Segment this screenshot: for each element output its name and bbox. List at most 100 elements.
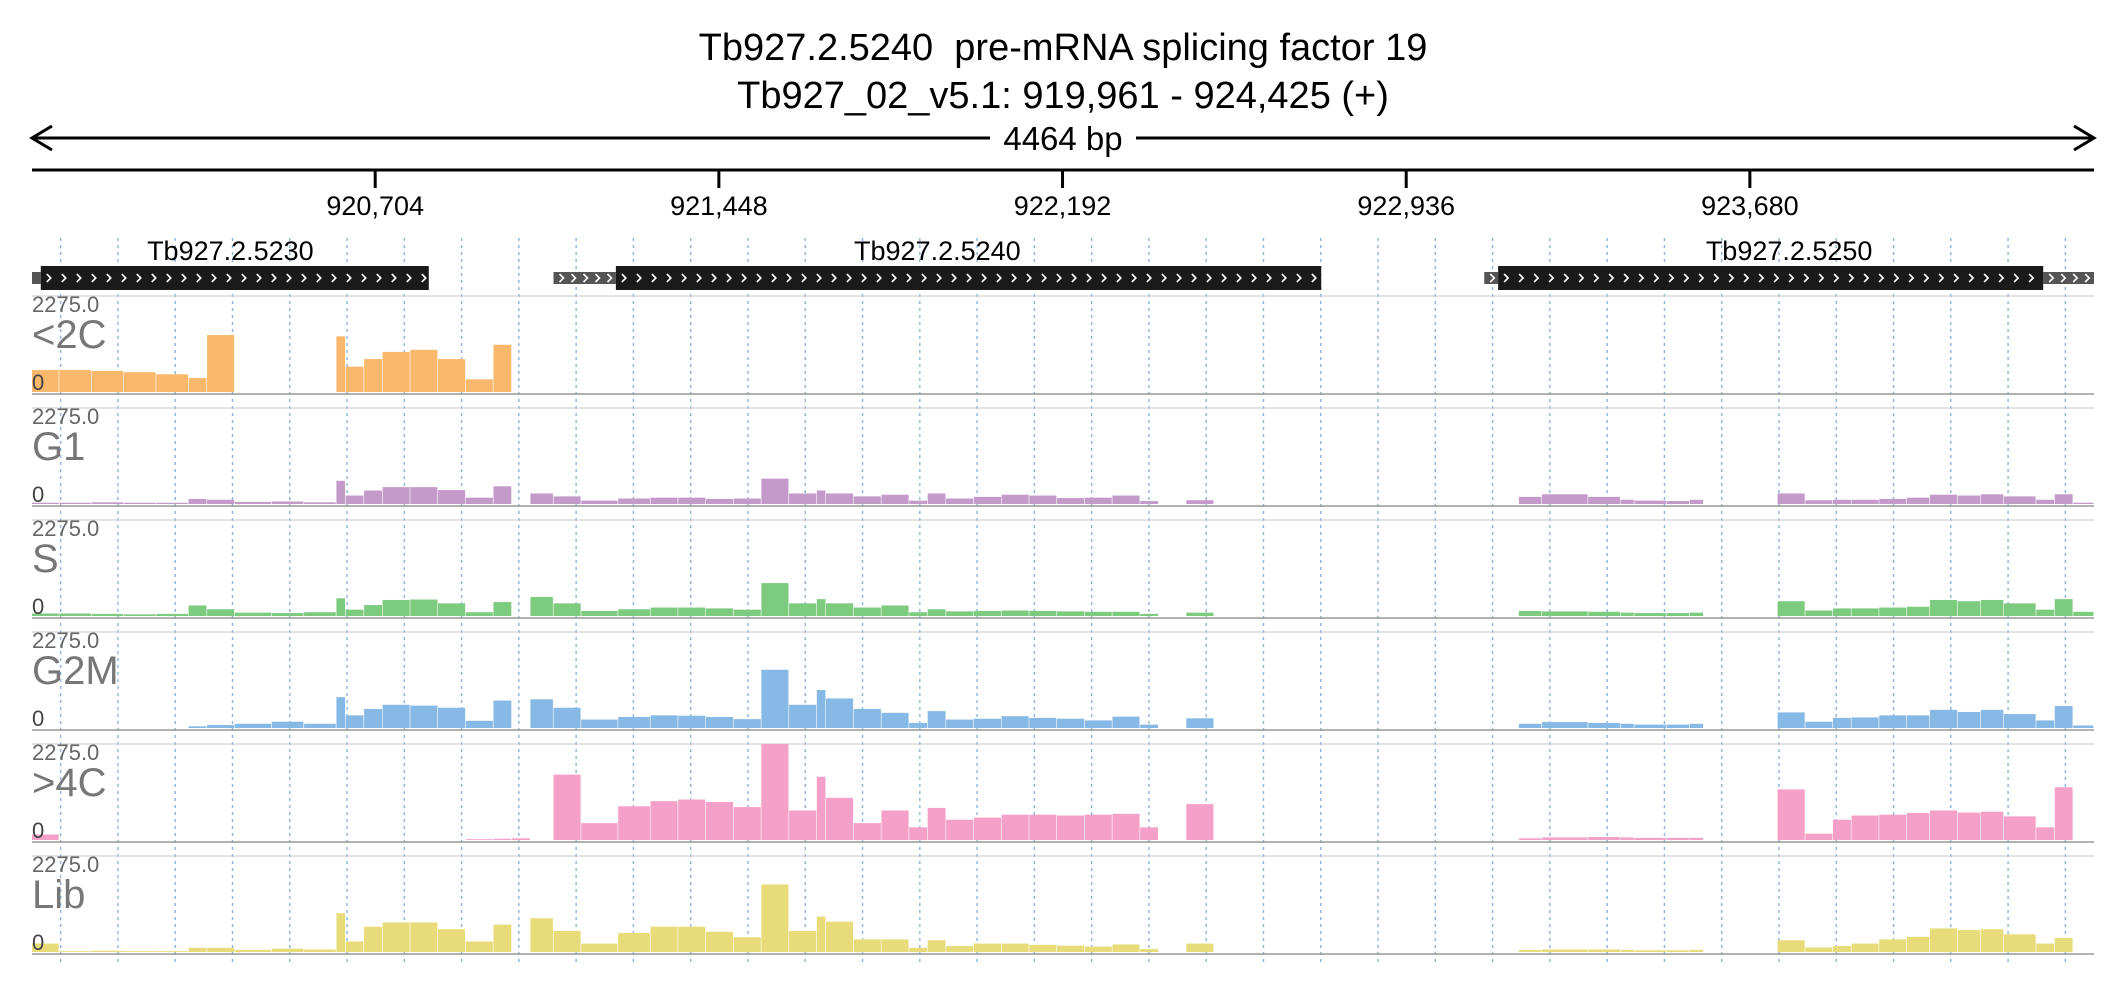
strand-arrow	[151, 273, 157, 283]
coverage-bar	[1084, 497, 1112, 504]
coverage-track: 2275.0 0 Lib	[32, 852, 2094, 955]
coverage-bar	[1980, 811, 2004, 840]
coverage-bar	[761, 478, 789, 504]
coverage-bar	[553, 707, 581, 728]
span-arrow-left-head	[29, 124, 53, 152]
gene-cds	[40, 266, 429, 290]
coverage-bar	[1833, 717, 1851, 728]
coverage-bar	[1906, 715, 1930, 728]
coverage-bar	[1112, 495, 1140, 504]
coverage-bar	[207, 725, 235, 728]
coverage-bar	[1906, 497, 1930, 504]
coverage-bar	[1112, 813, 1140, 840]
strand-arrow	[286, 273, 292, 283]
strand-arrow	[726, 273, 732, 283]
track-label: <2C	[32, 313, 107, 357]
strand-arrow	[106, 273, 112, 283]
coverage-bar	[853, 496, 881, 504]
coverage-bar	[733, 609, 761, 616]
coverage-bar	[1634, 950, 1667, 952]
track-ymax-label: 2275.0	[32, 740, 99, 765]
coverage-bar	[909, 947, 928, 952]
strand-arrow	[681, 273, 687, 283]
strand-arrow	[1086, 273, 1092, 283]
coverage-bar	[1001, 610, 1029, 616]
strand-arrow	[1221, 273, 1227, 283]
coverage-bar	[1029, 814, 1057, 840]
coverage-bar	[1029, 495, 1057, 504]
strand-arrow	[1803, 273, 1810, 283]
coverage-bar	[1634, 724, 1667, 728]
strand-arrow	[1116, 273, 1122, 283]
track-ymax-label: 2275.0	[32, 292, 99, 317]
strand-arrow	[1983, 273, 1990, 283]
strand-arrow	[1698, 273, 1705, 283]
coverage-bar	[1112, 944, 1140, 952]
coverage-bar	[1186, 943, 1214, 952]
coverage-bar	[2036, 499, 2055, 504]
coverage-bar	[336, 697, 346, 728]
track-label: >4C	[32, 761, 107, 805]
strand-arrow	[771, 273, 777, 283]
coverage-bar	[438, 490, 466, 504]
coverage-bar	[1930, 810, 1958, 840]
strand-arrow	[696, 273, 702, 283]
coverage-bar	[156, 374, 188, 392]
strand-arrow	[1863, 273, 1870, 283]
coverage-bar	[1689, 723, 1704, 728]
coverage-bar	[234, 723, 272, 728]
coverage-bar	[1957, 711, 1981, 728]
coverage-bar	[345, 495, 364, 504]
coverage-bar	[59, 951, 91, 952]
coverage-bar	[1056, 945, 1085, 952]
coverage-bar	[382, 922, 410, 952]
coverage-bar	[1084, 720, 1112, 728]
strand-arrow	[861, 273, 867, 283]
strand-arrow	[1773, 273, 1780, 283]
coverage-bar	[1851, 943, 1879, 952]
strand-arrow	[741, 273, 747, 283]
x-axis-ticks: 920,704 921,448 922,192 922,936 923,680	[326, 170, 1799, 221]
strand-arrow	[1281, 273, 1287, 283]
strand-arrow	[1728, 273, 1735, 283]
coverage-bar	[1029, 610, 1057, 616]
strand-arrow	[1206, 273, 1212, 283]
coverage-bar	[438, 603, 466, 616]
coverage-bar	[1029, 717, 1057, 728]
strand-arrow	[876, 273, 882, 283]
coverage-bar	[761, 583, 789, 616]
coverage-bar	[816, 916, 826, 952]
coverage-bar	[91, 950, 124, 952]
coverage-bar	[410, 705, 438, 728]
coverage-bar	[382, 487, 410, 504]
coverage-bar	[1140, 501, 1159, 504]
strand-arrow	[1266, 273, 1272, 283]
coverage-bar	[853, 939, 881, 952]
coverage-bar	[1879, 814, 1907, 840]
coverage-bar	[1518, 723, 1542, 728]
coverage-bar	[530, 918, 553, 952]
coverage-bar	[59, 370, 91, 392]
coverage-bar	[1833, 819, 1851, 840]
coverage-bar	[410, 599, 438, 616]
coverage-bar	[123, 372, 156, 392]
coverage-bar	[2054, 706, 2073, 728]
strand-arrow	[1668, 273, 1675, 283]
track-ymin-label: 0	[32, 930, 44, 955]
coverage-bar	[32, 502, 59, 504]
coverage-bar	[733, 498, 761, 504]
gene-cds	[1498, 266, 2044, 290]
strand-arrow	[1893, 273, 1900, 283]
coverage-bar	[271, 501, 304, 504]
coverage-bar	[946, 498, 974, 504]
coverage-bar	[1879, 715, 1907, 728]
strand-arrow	[1608, 273, 1615, 283]
strand-arrow	[1146, 273, 1152, 283]
coverage-bar	[188, 726, 207, 728]
coverage-bar	[410, 922, 438, 952]
coverage-bar	[1634, 613, 1667, 616]
coverage-bar	[973, 610, 1001, 616]
span-label-background	[990, 120, 1136, 156]
coverage-bar	[1777, 493, 1805, 504]
strand-arrow	[301, 273, 307, 283]
